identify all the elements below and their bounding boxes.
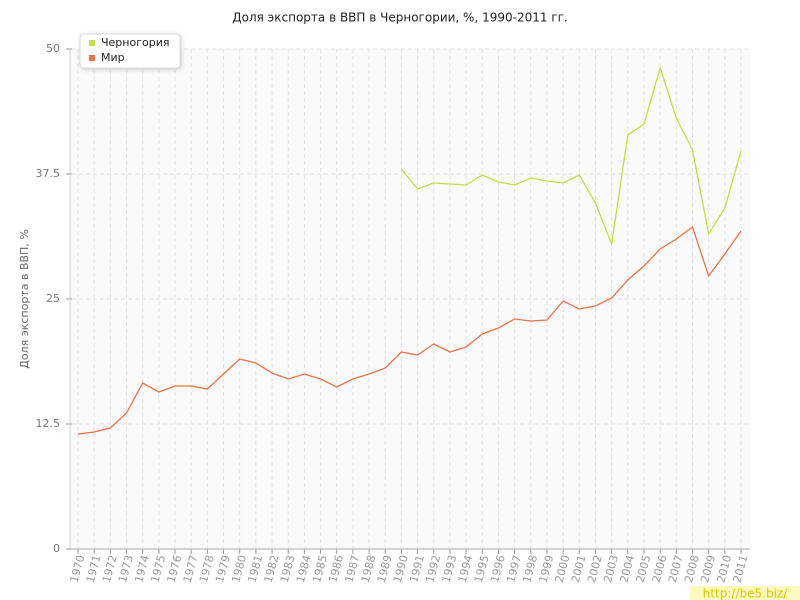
y-tick-label: 25 [46, 292, 60, 305]
watermark-bg [690, 586, 800, 600]
legend-swatch [89, 55, 95, 61]
y-tick-label: 0 [53, 542, 60, 555]
legend-box [79, 33, 181, 69]
series-line [400, 65, 742, 247]
legend-label: Мир [101, 51, 125, 64]
y-tick-label: 12.5 [36, 417, 61, 430]
series-line [77, 225, 742, 435]
legend-label: Черногория [101, 36, 169, 49]
y-tick-label: 37.5 [36, 167, 61, 180]
y-axis-label: Доля экспорта в ВВП, % [18, 229, 31, 369]
y-tick-label: 50 [46, 42, 60, 55]
watermark: http://be5.biz/ [703, 587, 788, 600]
legend-swatch [89, 40, 95, 46]
chart-title: Доля экспорта в ВВП в Черногории, %, 199… [232, 11, 567, 25]
